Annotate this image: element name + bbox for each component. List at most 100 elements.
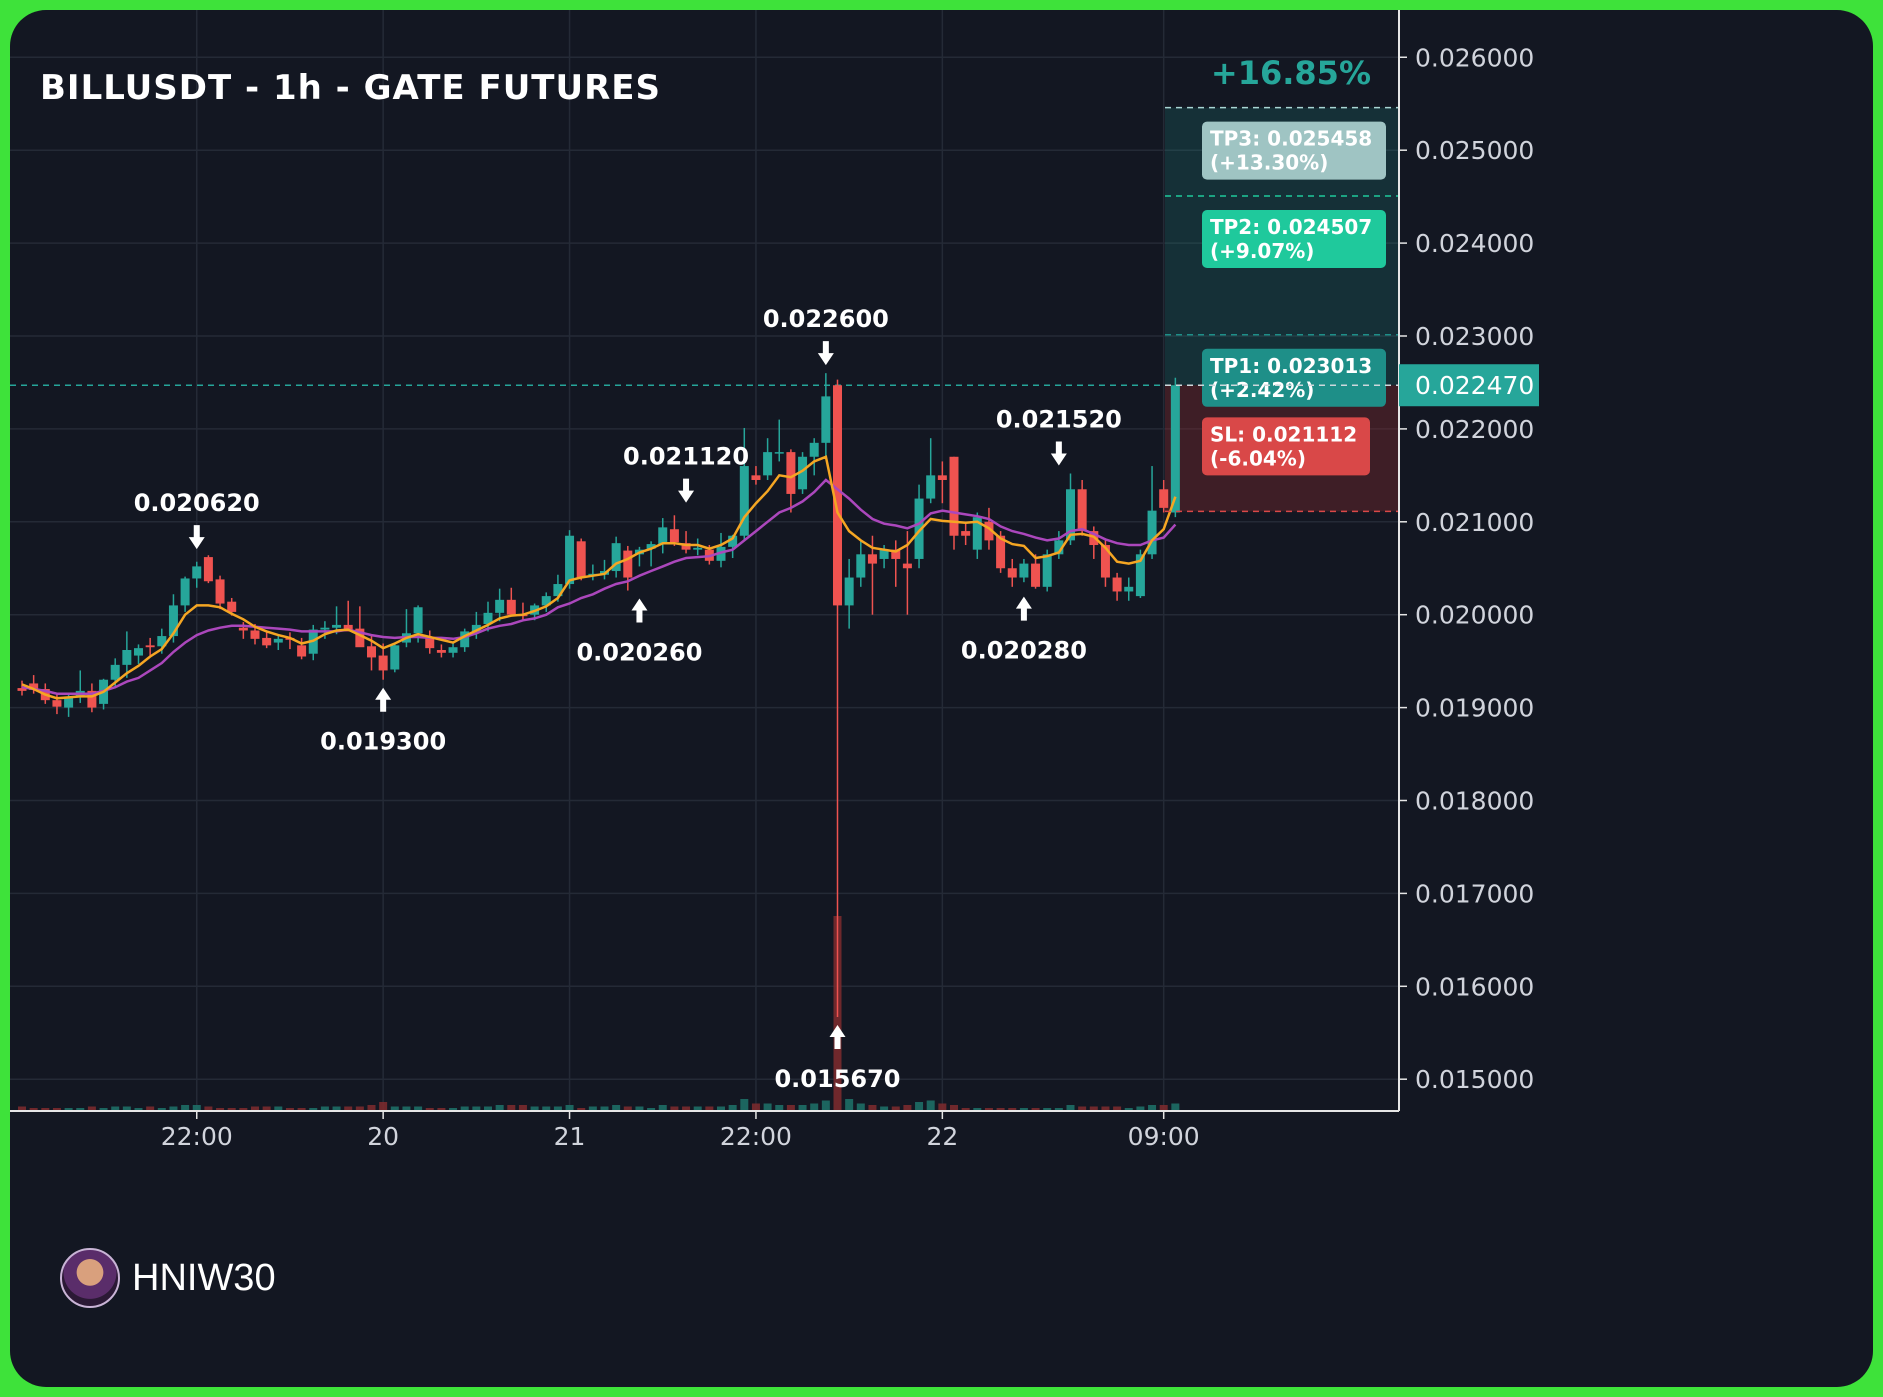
current-price-label: 0.022470 [1415, 371, 1534, 400]
candle [623, 545, 633, 591]
volume-bar [320, 1106, 329, 1111]
candle-body [774, 452, 784, 454]
volume-bar [635, 1106, 644, 1111]
volume-bar [588, 1106, 597, 1111]
x-tick-label: 09:00 [1128, 1122, 1200, 1151]
candle-body [378, 655, 388, 671]
candle-body [611, 543, 621, 572]
volume-bar [379, 1102, 388, 1111]
volume-bar [1136, 1106, 1145, 1111]
avatar [60, 1248, 120, 1308]
candle [763, 438, 773, 480]
arrow-up-icon [1015, 596, 1032, 621]
candle [262, 630, 272, 649]
volume-bar [950, 1105, 958, 1111]
volume-bar [87, 1106, 96, 1111]
candle-body [390, 645, 400, 670]
total-return-label: +16.85% [1211, 54, 1371, 92]
volume-bar [798, 1105, 807, 1111]
candle [518, 602, 528, 622]
volume-bar [717, 1106, 725, 1111]
level-label: TP3: 0.025458 [1210, 127, 1372, 151]
volume-bar [146, 1106, 155, 1111]
candle-body [87, 690, 97, 708]
y-tick-label: 0.022000 [1415, 415, 1534, 444]
annotation-label: 0.020280 [961, 637, 1087, 665]
volume-bar [996, 1108, 1005, 1111]
y-tick-label: 0.016000 [1415, 972, 1534, 1001]
arrow-up-icon [631, 598, 648, 623]
volume-bar [52, 1108, 61, 1111]
volume-bar [577, 1108, 586, 1111]
level-pct: (+9.07%) [1210, 239, 1314, 263]
candle-body [1159, 489, 1169, 508]
candle [1031, 554, 1041, 589]
candle [751, 466, 761, 485]
candle [378, 643, 388, 680]
volume-bar [926, 1100, 935, 1111]
candle [646, 541, 656, 567]
price-annotation: 0.021520 [996, 405, 1122, 466]
volume-bar [705, 1106, 714, 1111]
price-chart[interactable]: 0.020620 0.019300 0.020260 0.021120 0.022600… [10, 10, 1873, 1387]
volume-bar [647, 1108, 656, 1111]
candle [914, 484, 924, 569]
candle-body [332, 624, 342, 628]
candle-body [541, 596, 551, 606]
volume-bar [612, 1105, 621, 1111]
arrow-down-icon [188, 525, 205, 550]
candle [483, 601, 493, 632]
brand-watermark: HNIW30 [60, 1248, 276, 1308]
volume-bar [600, 1106, 609, 1111]
volume-bar [297, 1108, 306, 1111]
level-badge [1202, 417, 1370, 476]
volume-bar [915, 1102, 924, 1111]
candle [937, 461, 947, 504]
candle-body [238, 627, 248, 631]
candle [52, 692, 62, 715]
volume-bar [961, 1108, 970, 1111]
candle-body [798, 456, 808, 490]
arrow-up-icon [375, 687, 392, 712]
position-level: TP1: 0.023013(+2.42%) [1165, 334, 1399, 407]
candle [134, 644, 143, 664]
candle [1147, 466, 1157, 559]
volume-bar [1043, 1108, 1052, 1111]
volume-bar [344, 1106, 353, 1111]
candle-body [448, 647, 458, 653]
candle-body [29, 683, 39, 690]
candle-body [914, 498, 924, 559]
volume-bar [285, 1108, 294, 1111]
volume-bar [891, 1106, 900, 1111]
x-tick-label: 22:00 [161, 1122, 233, 1151]
candle [297, 637, 307, 660]
volume-bar [495, 1105, 504, 1111]
candle-body [786, 452, 796, 494]
x-tick-label: 21 [554, 1122, 586, 1151]
candle-body [203, 557, 213, 582]
candle [1077, 479, 1087, 536]
candle-body [681, 543, 691, 550]
candle [122, 631, 132, 678]
candle-body [64, 696, 74, 708]
candle-body [1124, 586, 1134, 592]
price-annotation: 0.022600 [763, 305, 889, 366]
volume-bar [821, 1100, 830, 1111]
y-tick-label: 0.021000 [1415, 508, 1534, 537]
candle [926, 438, 936, 504]
candle [774, 419, 784, 462]
volume-bar [1019, 1108, 1028, 1111]
candle-body [471, 624, 481, 632]
candle-body [367, 646, 376, 658]
volume-bar [728, 1105, 737, 1111]
candle-body [227, 601, 237, 612]
price-annotation: 0.020260 [576, 598, 702, 667]
level-badge [1202, 348, 1386, 407]
volume-bar [682, 1106, 691, 1111]
candle [145, 637, 155, 656]
candle [658, 518, 668, 554]
volume-bar [64, 1108, 73, 1111]
volume-bar [670, 1106, 679, 1111]
volume-bar [751, 1103, 760, 1111]
grid-lines [10, 10, 1399, 1111]
